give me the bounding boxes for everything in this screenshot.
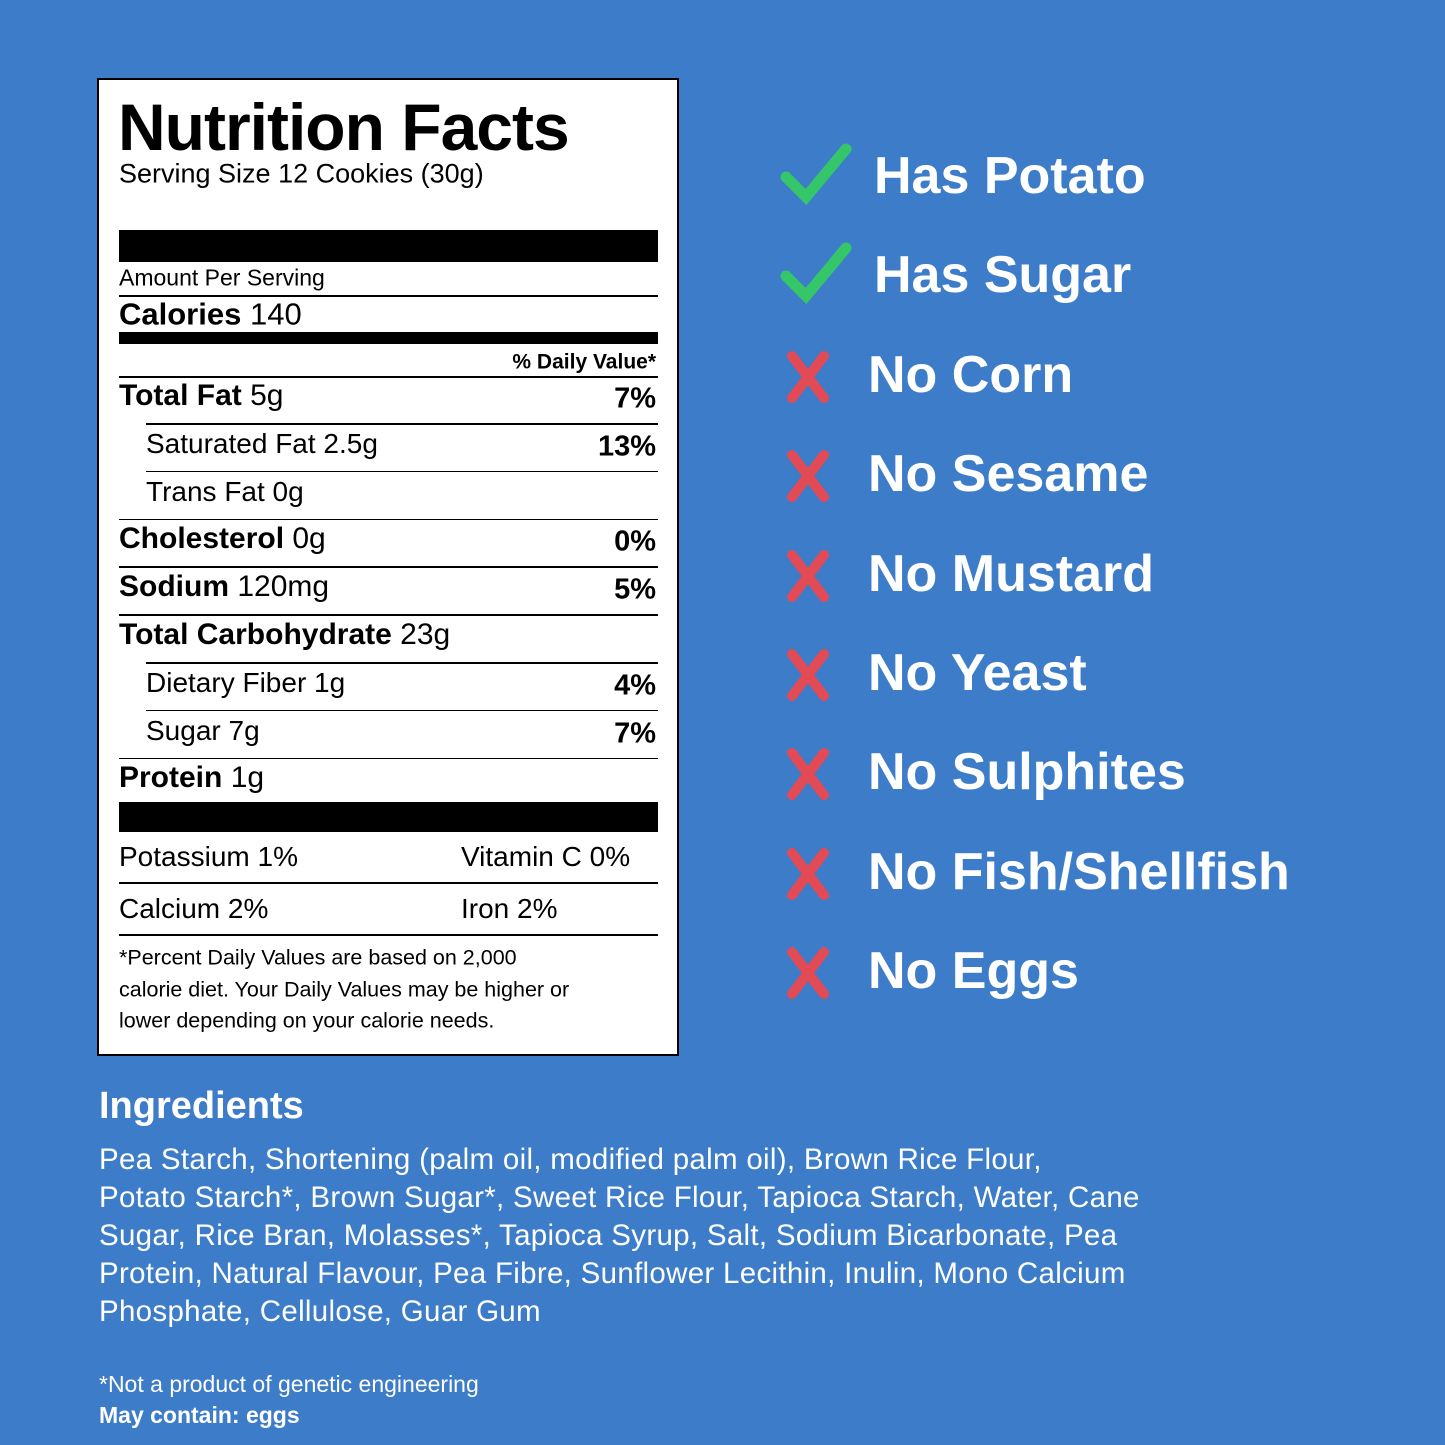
- nutrient-amount: 1g: [222, 761, 265, 795]
- mineral: Vitamin C 0%: [461, 841, 631, 872]
- icon-shape: [780, 143, 852, 206]
- nutrient-name: Total Carbohydrate 23g: [119, 618, 451, 651]
- icon-shape: [787, 947, 829, 1000]
- nutrient-name: Total Fat 5g: [119, 379, 284, 412]
- icon-shape: [787, 748, 829, 801]
- ingredients-line: Sugar, Rice Bran, Molasses*, Tapioca Syr…: [99, 1219, 1118, 1252]
- cross-icon: [787, 748, 829, 801]
- claim-text: Has Sugar: [874, 246, 1132, 305]
- nutrient-amount: 0g: [284, 522, 326, 556]
- footnote: *Percent Daily Values are based on 2,000: [119, 945, 517, 970]
- ingredients-line: Pea Starch, Shortening (palm oil, modifi…: [99, 1143, 1042, 1176]
- daily-value: 0%: [614, 525, 656, 558]
- nutrient-amount: 7g: [220, 714, 260, 746]
- claim-text: No Sesame: [868, 445, 1149, 504]
- rule: [119, 757, 658, 760]
- rule: [119, 376, 658, 378]
- cross-icon: [787, 649, 829, 701]
- check-icon: [780, 242, 852, 305]
- amount-per-serving: Amount Per Serving: [119, 264, 325, 291]
- rule: [146, 662, 658, 664]
- cross-icon: [787, 549, 829, 602]
- daily-value: 5%: [614, 573, 656, 606]
- rule: [146, 423, 658, 425]
- claim-text: No Eggs: [868, 942, 1079, 1001]
- nutrient-name: Protein 1g: [119, 761, 265, 795]
- nutrient-name: Sodium 120mg: [119, 570, 330, 604]
- rule: [146, 470, 658, 473]
- nutrient-name: Sugar 7g: [146, 714, 260, 746]
- claim-text: No Mustard: [868, 544, 1154, 603]
- daily-value: 4%: [614, 669, 656, 702]
- rule: [119, 230, 658, 262]
- rule: [119, 934, 658, 936]
- label-title: Nutrition Facts: [118, 90, 570, 164]
- footnote: lower depending on your calorie needs.: [119, 1008, 495, 1033]
- icon-shape: [787, 847, 829, 900]
- nutrient-amount: 5g: [241, 379, 284, 412]
- daily-value: 7%: [614, 382, 656, 415]
- nutrient-amount: 1g: [306, 666, 346, 698]
- nutrient-name: Trans Fat 0g: [146, 475, 304, 507]
- cross-icon: [787, 847, 829, 900]
- check-icon: [780, 143, 852, 206]
- icon-shape: [787, 350, 829, 403]
- nutrient-name: Cholesterol 0g: [119, 522, 326, 556]
- claim-text: No Corn: [868, 345, 1074, 404]
- cross-icon: [787, 450, 829, 503]
- rule: [119, 566, 658, 568]
- ingredients-line: Phosphate, Cellulose, Guar Gum: [99, 1295, 541, 1328]
- claim-text: No Sulphites: [868, 743, 1186, 802]
- claim-text: No Yeast: [868, 644, 1087, 702]
- icon-shape: [787, 649, 829, 701]
- rule: [119, 332, 658, 344]
- cross-icon: [787, 947, 829, 1000]
- nutrient-name: Dietary Fiber 1g: [146, 666, 346, 698]
- note: May contain: eggs: [99, 1402, 300, 1428]
- icon-shape: [787, 450, 829, 503]
- rule: [119, 802, 658, 832]
- cross-icon: [787, 350, 829, 403]
- icon-shape: [787, 549, 829, 602]
- nutrient-amount: 2.5g: [315, 427, 378, 459]
- ingredients-line: Potato Starch*, Brown Sugar*, Sweet Rice…: [99, 1181, 1140, 1214]
- nutrient-amount: 0g: [264, 475, 304, 507]
- icon-shape: [780, 242, 852, 305]
- daily-value: 7%: [614, 717, 656, 750]
- rule: [119, 614, 658, 616]
- nutrient-amount: 120mg: [229, 570, 330, 604]
- nutrition-label: Nutrition Facts Serving Size 12 Cookies (…: [97, 78, 679, 1056]
- mineral: Iron 2%: [461, 893, 558, 924]
- rule: [119, 295, 658, 297]
- ingredients-line: Protein, Natural Flavour, Pea Fibre, Sun…: [99, 1257, 1126, 1290]
- calories: Calories 140: [119, 296, 302, 332]
- nutrient-amount: 23g: [391, 618, 451, 651]
- note: *Not a product of genetic engineering: [99, 1371, 479, 1397]
- calories-value: 140: [241, 296, 302, 332]
- claim-text: Has Potato: [874, 147, 1146, 205]
- rule: [146, 709, 658, 712]
- rule: [119, 882, 658, 884]
- serving-size: Serving Size 12 Cookies (30g): [119, 158, 484, 189]
- rule: [119, 518, 658, 521]
- daily-value-header: % Daily Value*: [512, 350, 656, 374]
- claim-text: No Fish/Shellfish: [868, 842, 1290, 901]
- ingredients-title: Ingredients: [99, 1085, 304, 1127]
- mineral: Calcium 2%: [119, 893, 269, 924]
- mineral: Potassium 1%: [119, 841, 298, 872]
- footnote: calorie diet. Your Daily Values may be h…: [119, 976, 570, 1001]
- daily-value: 13%: [597, 430, 656, 463]
- nutrient-name: Saturated Fat 2.5g: [146, 427, 378, 459]
